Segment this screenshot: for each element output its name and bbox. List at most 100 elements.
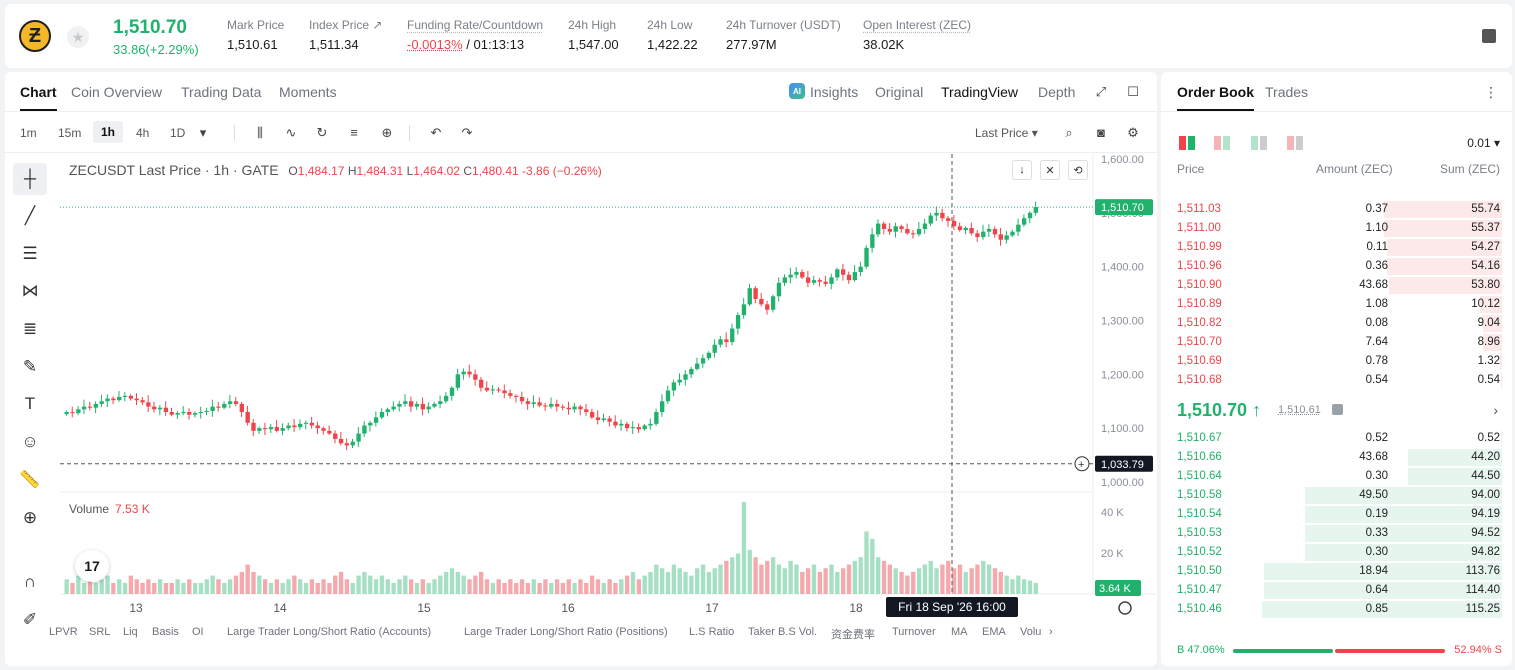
guide-book-icon[interactable] <box>1482 29 1496 43</box>
interval-1h[interactable]: 1h <box>93 121 124 143</box>
volume-bar <box>794 564 799 594</box>
tab-insights[interactable]: Insights <box>810 84 859 100</box>
order-book-row[interactable]: 1,510.52 0.30 94.82 <box>1161 543 1512 562</box>
indicator-item[interactable]: Liq <box>123 626 138 638</box>
indicator-item[interactable]: Large Trader Long/Short Ratio (Accounts) <box>227 626 432 638</box>
reset-icon[interactable]: ⟲ <box>1068 160 1088 180</box>
volume-bar <box>397 579 402 594</box>
price-source-select[interactable]: Last Price ▾ <box>975 126 1038 140</box>
order-book-row[interactable]: 1,510.70 7.64 8.96 <box>1161 333 1512 352</box>
volume-bar <box>589 575 595 594</box>
layout-both-icon[interactable] <box>1179 136 1195 150</box>
redo-icon[interactable]: ↷ <box>461 125 473 140</box>
interval-1d[interactable]: 1D <box>170 126 186 140</box>
candle-body <box>718 339 723 345</box>
tab-trading-data[interactable]: Trading Data <box>181 84 262 100</box>
undo-icon[interactable]: ↶ <box>430 125 442 140</box>
order-book-row[interactable]: 1,510.50 18.94 113.76 <box>1161 562 1512 581</box>
fib-icon[interactable]: ≣ <box>22 319 38 338</box>
indicator-item[interactable]: Turnover <box>892 626 936 638</box>
emoji-icon[interactable]: ☺ <box>21 432 39 451</box>
layout-asks-icon[interactable] <box>1287 136 1303 150</box>
interval-dropdown-icon[interactable]: ▾ <box>199 125 207 140</box>
tab-original[interactable]: Original <box>875 84 924 100</box>
pencil-lock-icon[interactable]: ✐ <box>22 610 38 629</box>
tab-order-book[interactable]: Order Book <box>1177 84 1255 111</box>
interval-1m[interactable]: 1m <box>20 126 37 140</box>
crosshair-icon[interactable]: ┼ <box>13 163 47 195</box>
search-icon[interactable]: ⌕ <box>1065 125 1073 140</box>
tab-tradingview[interactable]: TradingView <box>941 84 1019 100</box>
indicator-item[interactable]: MA <box>951 626 968 638</box>
indicator-item[interactable]: Taker B.S Vol. <box>748 626 818 638</box>
order-book-row[interactable]: 1,510.96 0.36 54.16 <box>1161 257 1512 276</box>
more-icon[interactable]: ⋮ <box>1484 84 1498 100</box>
tab-trades[interactable]: Trades <box>1265 84 1309 100</box>
order-book-row[interactable]: 1,510.67 0.52 0.52 <box>1161 429 1512 448</box>
tab-moments[interactable]: Moments <box>279 84 337 100</box>
tab-coin-overview[interactable]: Coin Overview <box>71 84 163 100</box>
order-book-row[interactable]: 1,510.66 43.68 44.20 <box>1161 448 1512 467</box>
brush-icon[interactable]: ✎ <box>22 357 38 376</box>
stat-index-price[interactable]: Index Price ↗ 1,511.34 <box>309 18 383 52</box>
order-book-row[interactable]: 1,510.99 0.11 54.27 <box>1161 238 1512 257</box>
indicator-item[interactable]: Volu <box>1020 626 1042 638</box>
indicators-icon[interactable]: ∿ <box>285 125 297 140</box>
volume-last-tag <box>1095 580 1141 596</box>
volume-bar <box>146 579 151 594</box>
order-book-row[interactable]: 1,510.68 0.54 0.54 <box>1161 371 1512 390</box>
add-indicator-icon[interactable]: ⊕ <box>381 125 393 140</box>
gear-icon[interactable]: ⚙ <box>1127 125 1139 140</box>
tab-depth[interactable]: Depth <box>1038 84 1076 100</box>
precision-select[interactable]: 0.01 ▾ <box>1467 136 1500 150</box>
pattern-icon[interactable]: ⋈ <box>21 281 39 300</box>
collapse-icon[interactable]: ✕ <box>1040 160 1060 180</box>
replay-icon[interactable]: ↻ <box>316 125 328 140</box>
ruler-icon[interactable]: 📏 <box>19 470 41 489</box>
order-book-row[interactable]: 1,510.46 0.85 115.25 <box>1161 600 1512 619</box>
layout-split-icon[interactable] <box>1214 136 1230 150</box>
indicator-item[interactable]: SRL <box>89 626 111 638</box>
chevron-right-icon[interactable]: › <box>1049 626 1053 638</box>
order-book-row[interactable]: 1,510.69 0.78 1.32 <box>1161 352 1512 371</box>
scroll-down-icon[interactable]: ↓ <box>1012 160 1032 180</box>
order-book-row[interactable]: 1,510.82 0.08 9.04 <box>1161 314 1512 333</box>
layout-bids-icon[interactable] <box>1251 136 1267 150</box>
magnet-icon[interactable]: ∩ <box>23 572 37 591</box>
volume-bar <box>1027 580 1033 594</box>
trendline-icon[interactable]: ╱ <box>24 206 36 225</box>
window-icon[interactable]: ☐ <box>1127 84 1139 99</box>
indicator-item[interactable]: OI <box>192 626 204 638</box>
order-book-row[interactable]: 1,510.90 43.68 53.80 <box>1161 276 1512 295</box>
price-chart[interactable]: 1,600.001,500.001,400.001,300.001,200.00… <box>5 72 1157 666</box>
order-book-row[interactable]: 1,511.00 1.10 55.37 <box>1161 219 1512 238</box>
indicator-item[interactable]: 资金费率 <box>831 629 875 641</box>
order-book-row[interactable]: 1,510.47 0.64 114.40 <box>1161 581 1512 600</box>
indicator-item[interactable]: EMA <box>982 626 1006 638</box>
order-book-row[interactable]: 1,511.03 0.37 55.74 <box>1161 200 1512 219</box>
zoom-in-icon[interactable]: ⊕ <box>22 508 38 527</box>
interval-15m[interactable]: 15m <box>58 126 82 140</box>
chart-toolbar: 1m 15m 1h 4h 1D ▾ ⫼ ∿ ↻ ≡ ⊕ ↶ ↷ Last Pri… <box>5 113 1157 153</box>
expand-icon[interactable]: ⤢ <box>1095 84 1107 99</box>
order-book-row[interactable]: 1,510.89 1.08 10.12 <box>1161 295 1512 314</box>
tab-chart[interactable]: Chart <box>20 84 57 111</box>
order-book-row[interactable]: 1,510.53 0.33 94.52 <box>1161 524 1512 543</box>
order-book-row[interactable]: 1,510.58 49.50 94.00 <box>1161 486 1512 505</box>
template-icon[interactable]: ≡ <box>350 125 358 140</box>
volume-bar <box>514 582 519 594</box>
text-tool-icon[interactable]: T <box>24 394 36 413</box>
indicator-item[interactable]: LPVR <box>49 626 78 638</box>
camera-icon[interactable]: ◙ <box>1097 125 1105 140</box>
chevron-right-icon[interactable]: › <box>1493 402 1498 418</box>
favorite-star-icon[interactable]: ★ <box>67 26 89 48</box>
indicator-item[interactable]: Large Trader Long/Short Ratio (Positions… <box>464 626 668 638</box>
candle-type-icon[interactable]: ⫼ <box>257 125 263 140</box>
horizontal-lines-icon[interactable]: ☰ <box>22 244 38 263</box>
order-book-row[interactable]: 1,510.64 0.30 44.50 <box>1161 467 1512 486</box>
candle-body <box>566 407 571 410</box>
indicator-item[interactable]: L.S Ratio <box>689 626 735 638</box>
indicator-item[interactable]: Basis <box>152 626 179 638</box>
interval-4h[interactable]: 4h <box>136 126 150 140</box>
order-book-row[interactable]: 1,510.54 0.19 94.19 <box>1161 505 1512 524</box>
